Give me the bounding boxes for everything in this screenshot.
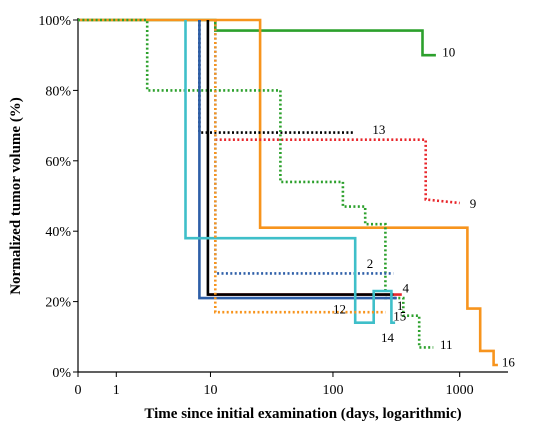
x-axis-title: Time since initial examination (days, lo… xyxy=(144,406,461,422)
series-label-12: 12 xyxy=(333,302,346,317)
series-label-4: 4 xyxy=(403,281,410,296)
axes: 0% 20% 40% 60% 80% 100% 0 1 10 100 1000 xyxy=(38,14,508,398)
series-line-12 xyxy=(198,20,397,300)
y-axis-title: Normalized tumor volume (%) xyxy=(8,97,24,295)
series-line-2 xyxy=(214,20,394,275)
y-tick-label: 80% xyxy=(45,84,71,99)
series-label-9: 9 xyxy=(470,196,477,211)
series-label-15: 15 xyxy=(393,309,406,324)
series-label-1: 1 xyxy=(397,298,404,313)
series-label-10: 10 xyxy=(442,45,455,60)
series-label-16: 16 xyxy=(502,354,516,369)
x-tick-label: 100 xyxy=(322,383,343,398)
series-line-13 xyxy=(198,20,356,134)
y-tick-label: 20% xyxy=(45,296,71,311)
y-tick-label: 0% xyxy=(52,366,71,381)
series-labels: 10 16 13 9 11 2 4 12 115 14 xyxy=(333,45,515,370)
series-line-16 xyxy=(78,18,498,367)
series-line-15 xyxy=(184,20,396,324)
series-label-11: 11 xyxy=(440,337,453,352)
x-tick-label: 1 xyxy=(113,383,120,398)
y-tick-label: 40% xyxy=(45,225,71,240)
series-label-13: 13 xyxy=(372,122,385,137)
x-tick-label: 0 xyxy=(75,383,82,398)
series-label-14: 14 xyxy=(381,330,395,345)
x-tick-label: 1000 xyxy=(446,383,474,398)
series-line-1 xyxy=(206,20,394,296)
series-layer xyxy=(78,18,498,367)
series-label-2: 2 xyxy=(367,256,374,271)
series-line-9 xyxy=(215,138,460,205)
x-tick-label: 10 xyxy=(203,383,217,398)
y-tick-label: 60% xyxy=(45,155,71,170)
series-line-unlabeled-11 xyxy=(214,20,386,314)
y-tick-label: 100% xyxy=(38,14,71,29)
series-line-10 xyxy=(78,18,436,57)
